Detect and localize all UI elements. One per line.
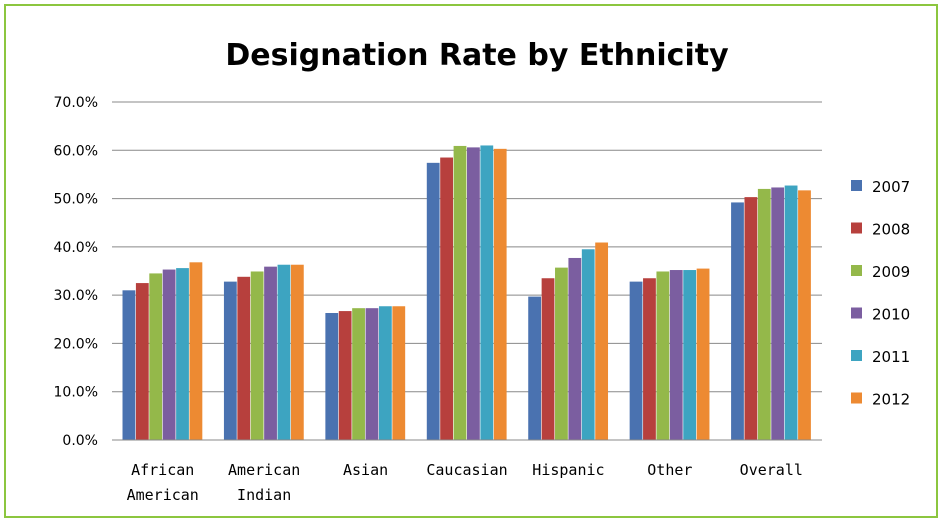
bar-chart: Designation Rate by Ethnicity 0.0% 10.0% 2… [54,38,911,504]
bar [541,278,555,440]
bar [757,188,771,440]
y-tick-label: 60.0% [54,143,98,159]
series-2012 [189,148,811,440]
bar [669,270,683,440]
x-axis-category-labels: African American American Indian Asian Caucas… [127,461,803,504]
legend-swatch [851,180,862,191]
bar [135,283,149,440]
series-2010 [162,147,785,441]
legend-swatch [851,392,862,404]
bar [122,290,136,440]
bar [467,147,480,441]
bar [656,271,670,440]
x-tick-label: Caucasian [426,461,507,479]
bar [581,249,595,440]
bar [189,262,203,440]
bar [162,269,176,440]
bar [290,264,304,440]
legend-swatch [851,265,862,276]
series-2011 [176,145,798,440]
x-tick-label: Hispanic [532,461,604,479]
legend-label: 2011 [872,348,910,366]
bar [352,308,365,440]
legend-label: 2009 [872,263,910,281]
legend-item: 2007 [851,178,910,196]
bar [176,268,189,440]
y-tick-label: 40.0% [54,240,98,256]
series-2007 [122,162,744,440]
bar [453,145,467,440]
legend-swatch [851,222,862,234]
x-tick-label: American Indian [228,461,300,504]
bar [683,270,697,440]
y-axis-tick-labels: 0.0% 10.0% 20.0% 30.0% 40.0% 50.0% 60.0% 70.0% [54,95,98,449]
legend-label: 2008 [872,221,910,239]
bar [277,264,291,440]
bars [122,145,811,441]
legend-label: 2010 [872,306,910,324]
bar [480,145,494,440]
bar [440,157,453,440]
chart-title: Designation Rate by Ethnicity [225,38,729,73]
bar [223,281,237,440]
x-tick-label: Asian [343,461,388,479]
y-tick-label: 20.0% [54,336,98,352]
y-tick-label: 50.0% [54,192,98,208]
y-tick-label: 30.0% [54,288,98,304]
bar [392,306,406,440]
bar [643,278,656,440]
bar [149,273,163,440]
bar [568,257,582,440]
bar [744,197,758,440]
bar [325,313,339,440]
x-tick-label: Other [647,461,692,479]
legend-label: 2012 [872,391,910,409]
legend-item: 2010 [851,306,910,324]
bar [629,281,643,440]
legend-swatch [851,307,862,319]
legend-swatch [851,350,862,361]
legend-item: 2008 [851,221,910,239]
bar [798,190,811,440]
y-tick-label: 0.0% [62,433,98,449]
bar [784,185,798,440]
series-2008 [135,157,758,440]
legend-label: 2007 [872,178,910,196]
bar [731,202,744,440]
bar [250,271,264,440]
legend: 2007 2008 2009 2010 2011 2012 [851,178,910,409]
bar [378,306,392,440]
bar [771,187,785,440]
bar [237,276,251,440]
bar [528,296,542,440]
legend-item: 2012 [851,391,910,409]
series-2009 [149,145,771,440]
y-tick-label: 10.0% [54,385,98,401]
chart-frame: Designation Rate by Ethnicity 0.0% 10.0% 2… [4,4,938,518]
bar [426,162,440,440]
bar [595,242,609,440]
x-tick-label: African American [127,461,199,504]
bar [365,308,379,440]
bar [493,148,507,440]
bar [696,268,710,440]
bar [338,311,352,440]
bar [264,266,277,440]
x-tick-label: Overall [740,461,803,479]
legend-item: 2009 [851,263,910,281]
bar [555,267,568,440]
y-tick-label: 70.0% [54,95,98,111]
legend-item: 2011 [851,348,910,366]
